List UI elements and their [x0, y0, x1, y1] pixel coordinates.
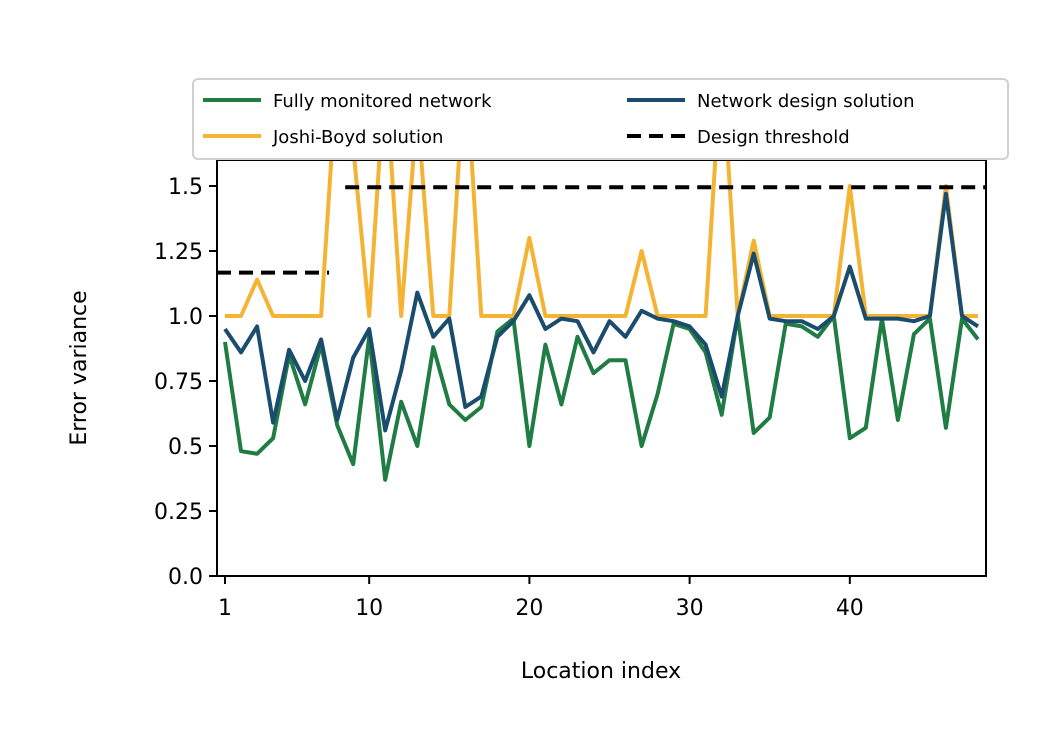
y-tick-label: 0.0 — [168, 565, 203, 590]
legend-box — [192, 78, 1009, 160]
legend-label-joshi-boyd-solution: Joshi-Boyd solution — [272, 127, 443, 148]
x-tick-label: 10 — [355, 596, 383, 621]
network-design-solution-line — [223, 191, 980, 433]
x-tick-label: 20 — [515, 596, 543, 621]
joshi-boyd-solution-line — [225, 160, 978, 318]
y-tick-label: 0.5 — [168, 435, 203, 460]
x-tick-label: 1 — [218, 596, 232, 621]
x-tick-label: 40 — [836, 596, 864, 621]
legend-label-design-threshold: Design threshold — [697, 127, 850, 148]
y-tick-label: 0.25 — [154, 500, 203, 525]
legend-label-network-design-solution: Network design solution — [697, 91, 915, 112]
legend: Fully monitored network Joshi-Boyd soluti… — [192, 78, 1009, 160]
y-axis-title: Error variance — [67, 290, 92, 445]
x-axis-title: Location index — [521, 659, 681, 684]
series-layer — [217, 160, 986, 482]
y-tick-label: 1.0 — [168, 305, 203, 330]
y-tick-label: 0.75 — [154, 370, 203, 395]
x-tick-label: 30 — [676, 596, 704, 621]
y-tick-label: 1.25 — [154, 240, 203, 265]
fully-monitored-network-line — [223, 314, 980, 482]
y-tick-label: 1.5 — [168, 175, 203, 200]
legend-label-fully-monitored-network: Fully monitored network — [273, 91, 492, 112]
axis-ticks: 1 10 20 30 40 0.0 0.25 0.5 0.75 1.0 1.25 1.5 — [154, 175, 864, 621]
